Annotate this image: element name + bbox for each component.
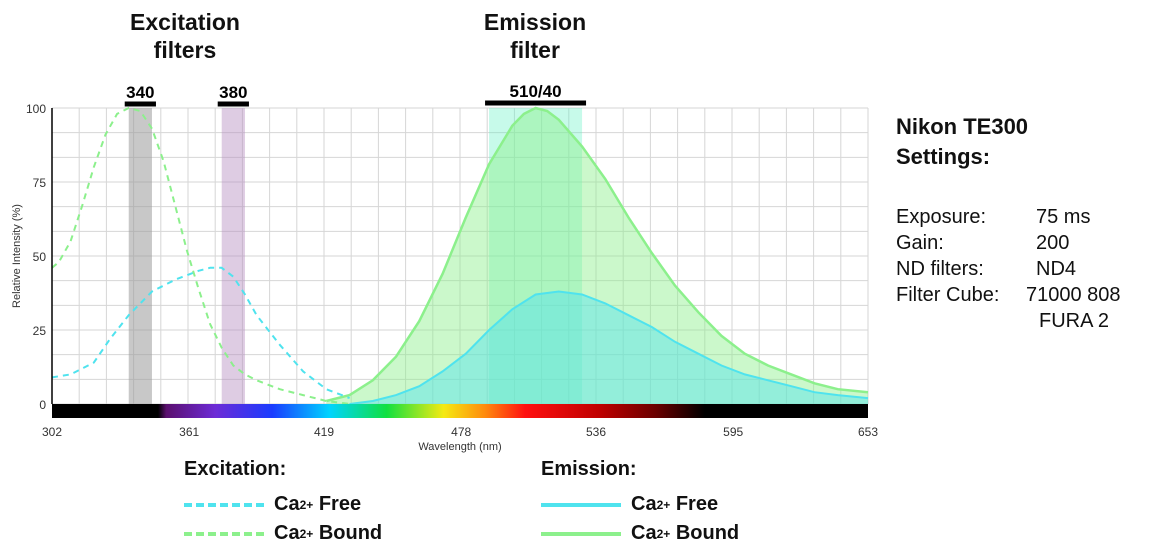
x-tick-label: 595 — [723, 425, 743, 439]
filter-bands: 340 380 510/40 — [124, 82, 587, 404]
legend-emission-bound: Ca 2+ Bound — [541, 522, 739, 545]
emission-filter-header: Emission filter — [483, 9, 587, 63]
series-emission-ca-bound-area — [326, 108, 868, 404]
filter-band-510-40 — [489, 108, 583, 404]
solid-green-swatch — [541, 531, 621, 536]
series-excitation-ca-free-line — [51, 266, 350, 400]
wavelength-spectrum-bar — [52, 404, 868, 418]
settings-title: Nikon TE300 Settings: — [896, 114, 1029, 169]
settings-row-filter-cube: Filter Cube: 71000 808 — [896, 284, 1121, 306]
legend-excitation-free: Ca 2+ Free — [184, 493, 361, 516]
y-tick-label: 100 — [26, 102, 46, 116]
legend-emission-free: Ca 2+ Free — [541, 493, 718, 516]
legend-excitation-bound: Ca 2+ Bound — [184, 522, 382, 545]
x-tick-label: 302 — [42, 425, 62, 439]
settings-row-gain: Gain: 200 — [896, 232, 1070, 254]
series-emission-ca-bound-line — [325, 106, 869, 403]
series-emission-ca-free-line — [349, 290, 869, 405]
y-tick-label: 75 — [33, 176, 47, 190]
settings-table: Exposure: 75 ms Gain: 200 ND filters: ND4 F… — [896, 204, 1121, 334]
chart-grid — [51, 107, 869, 405]
filter-label-380: 380 — [219, 83, 247, 102]
settings-row-filter-cube-2: FURA 2 — [1039, 310, 1110, 332]
filter-label-510-40: 510/40 — [510, 82, 562, 101]
series-emission-ca-free-area — [349, 291, 869, 404]
series-layer — [51, 106, 869, 405]
filter-label-340: 340 — [126, 83, 154, 102]
x-axis-label: Wavelength (nm) — [418, 441, 501, 453]
y-tick-label: 0 — [39, 398, 46, 412]
legend-excitation-title: Excitation: — [184, 458, 287, 480]
legend-emission-title: Emission: — [541, 458, 637, 480]
x-tick-label: 536 — [586, 425, 606, 439]
dashed-cyan-swatch — [184, 502, 264, 507]
x-tick-label: 478 — [451, 425, 471, 439]
settings-row-exposure: Exposure: 75 ms — [896, 206, 1091, 228]
solid-cyan-swatch — [541, 502, 621, 507]
y-tick-label: 25 — [33, 324, 47, 338]
filter-band-380 — [221, 108, 245, 404]
x-tick-label: 361 — [179, 425, 199, 439]
y-axis-label: Relative Intensity (%) — [11, 204, 23, 308]
excitation-filters-header: Excitation filters — [130, 9, 240, 63]
x-tick-label: 653 — [858, 425, 878, 439]
y-tick-label: 50 — [33, 250, 47, 264]
filter-band-340 — [128, 108, 152, 404]
dashed-green-swatch — [184, 531, 264, 536]
chart-axes: 0 25 50 75 100 302 361 419 478 536 595 653 Wavelengt… — [11, 102, 878, 453]
x-tick-label: 419 — [314, 425, 334, 439]
settings-row-nd-filters: ND filters: ND4 — [896, 258, 1077, 280]
